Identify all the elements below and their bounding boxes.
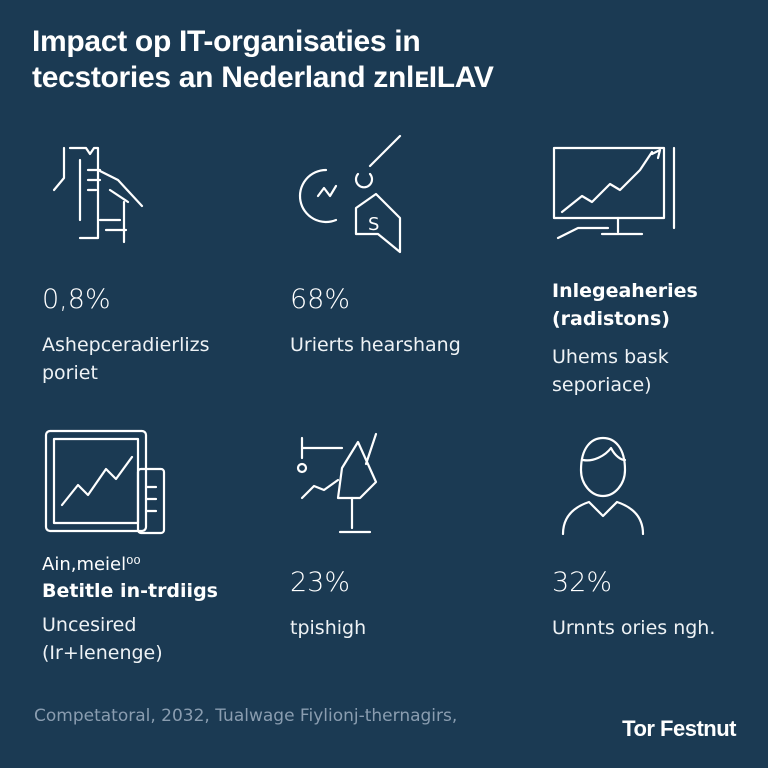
- source-footnote: Competatoral, 2032, Tualwage Fiylionj-th…: [34, 706, 458, 726]
- stat-label: Ashepceradierlizs poriet: [42, 334, 210, 384]
- stat-card-4: Ain,meiel⁰⁰ Betitle in-trdiigs Uncesired…: [42, 553, 262, 667]
- stat-card-6: 32% Urnnts ories ngh.: [552, 566, 752, 642]
- title-line-1: Impact op IT-organisaties in: [32, 25, 421, 58]
- dollar-chart-icon: S: [290, 130, 410, 259]
- stat-value: 68%: [290, 284, 351, 315]
- stat-value: 0,8%: [42, 284, 111, 315]
- tablet-chart-icon: [40, 425, 170, 544]
- stat-label: Urnnts ories ngh.: [552, 617, 716, 639]
- stat-small-text: Ain,meiel⁰⁰: [42, 554, 141, 575]
- microscope-chart-icon: [292, 428, 392, 547]
- stat-label: Uhems bask seporiace): [552, 346, 669, 396]
- document-hand-icon: [40, 140, 150, 254]
- stat-card-2: 68% Urierts hearshang: [290, 283, 510, 359]
- stat-heading: Betitle in-trdiigs: [42, 580, 218, 602]
- stat-card-3: Inlegeaheries (radistons) Uhems bask sep…: [552, 277, 742, 399]
- stat-card-5: 23% tpishigh: [290, 566, 510, 642]
- stat-label: Uncesired (Ir+lenenge): [42, 614, 163, 664]
- title-line-2: tecstories an Nederland znlᴇILAV: [32, 61, 494, 94]
- stat-heading: Inlegeaheries (radistons): [552, 280, 698, 330]
- stat-value: 32%: [552, 567, 613, 598]
- page-title: Impact op IT-organisaties in tecstories …: [32, 24, 494, 96]
- user-icon: [555, 430, 650, 539]
- stat-value: 23%: [290, 567, 351, 598]
- brand-logo: Tor Festnut: [622, 716, 736, 741]
- monitor-growth-icon: [548, 142, 683, 256]
- stat-card-1: 0,8% Ashepceradierlizs poriet: [42, 283, 262, 387]
- stat-label: Urierts hearshang: [290, 334, 461, 356]
- stat-label: tpishigh: [290, 617, 367, 639]
- svg-text:S: S: [368, 214, 379, 235]
